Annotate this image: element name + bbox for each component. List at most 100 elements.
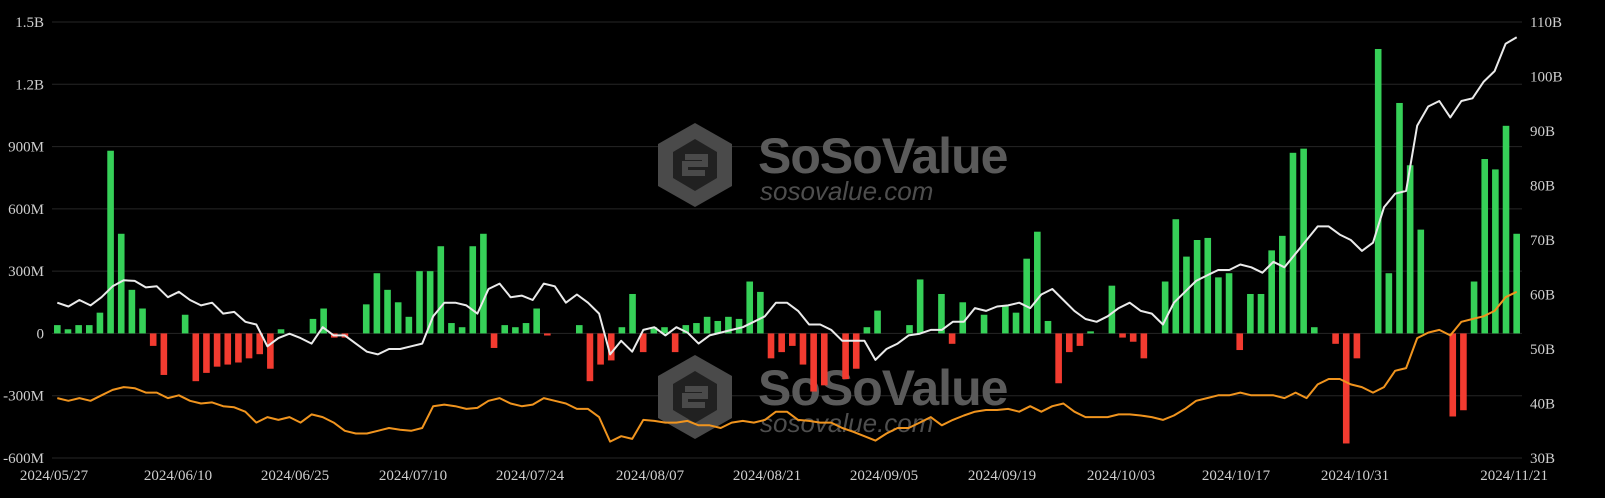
flow-bar bbox=[54, 325, 61, 334]
flow-bar bbox=[1076, 333, 1084, 346]
flow-bar bbox=[405, 316, 413, 334]
flow-bar bbox=[1183, 256, 1190, 334]
x-tick-label: 2024/08/21 bbox=[733, 468, 801, 484]
flow-bar bbox=[1161, 281, 1169, 334]
flow-bar bbox=[1065, 333, 1073, 353]
flow-bar bbox=[64, 329, 72, 334]
flow-bar bbox=[629, 293, 636, 334]
flow-bar bbox=[160, 333, 168, 375]
flow-bar bbox=[501, 325, 509, 334]
flow-bar bbox=[820, 333, 828, 386]
flow-bar bbox=[597, 333, 604, 365]
flow-bar bbox=[128, 289, 136, 334]
flow-bar bbox=[575, 325, 583, 334]
y-left-tick-label: 600M bbox=[8, 202, 44, 218]
flow-bar bbox=[512, 327, 519, 334]
flow-bar bbox=[1279, 235, 1286, 334]
sosovalue-logo-icon bbox=[658, 355, 732, 439]
watermarks: SoSoValue sosovalue.com SoSoValue sosova… bbox=[658, 123, 1009, 439]
flow-bar bbox=[1342, 333, 1350, 444]
y-right-tick-label: 50B bbox=[1530, 342, 1555, 358]
flow-bar bbox=[810, 333, 817, 392]
flow-bar bbox=[267, 333, 274, 369]
flow-bar bbox=[1055, 333, 1062, 384]
flow-bar bbox=[448, 323, 455, 334]
flow-bar bbox=[639, 333, 647, 353]
flow-bar bbox=[916, 279, 924, 334]
y-axis-right: 30B 40B 50B 60B 70B 80B 90B 100B 110B bbox=[1530, 15, 1563, 467]
y-right-tick-label: 60B bbox=[1530, 288, 1555, 304]
flow-bar bbox=[1023, 258, 1030, 334]
flow-bar bbox=[437, 246, 445, 334]
x-tick-label: 2024/06/10 bbox=[144, 468, 212, 484]
flow-bar bbox=[1108, 285, 1116, 334]
y-right-tick-label: 40B bbox=[1530, 397, 1555, 413]
flow-bar bbox=[1172, 219, 1180, 334]
flow-bar bbox=[1247, 293, 1254, 334]
flow-bar bbox=[1385, 273, 1393, 334]
x-tick-label: 2024/06/25 bbox=[261, 468, 329, 484]
flow-bar bbox=[373, 273, 381, 334]
flow-bar bbox=[1300, 148, 1307, 334]
flow-bar bbox=[384, 289, 391, 334]
flow-bar bbox=[757, 291, 764, 334]
flow-bar bbox=[1119, 333, 1126, 338]
y-left-tick-label: 1.5B bbox=[15, 15, 44, 31]
x-tick-label: 2024/08/07 bbox=[616, 468, 685, 484]
x-tick-label: 2024/11/21 bbox=[1480, 468, 1548, 484]
series-lines bbox=[56, 36, 1518, 443]
x-tick-label: 2024/05/27 bbox=[20, 468, 89, 484]
flow-bar bbox=[85, 325, 93, 334]
flow-bar bbox=[1215, 277, 1222, 334]
y-left-tick-label: -600M bbox=[3, 451, 44, 467]
flow-bar bbox=[1396, 102, 1403, 334]
flow-bar bbox=[320, 308, 327, 334]
flow-bar bbox=[1012, 312, 1020, 334]
flow-bar bbox=[522, 323, 530, 334]
flow-bar bbox=[938, 293, 945, 334]
x-tick-label: 2024/09/05 bbox=[850, 468, 918, 484]
flow-bar bbox=[746, 281, 754, 334]
y-left-tick-label: 900M bbox=[8, 140, 44, 156]
flow-bar bbox=[661, 327, 668, 334]
watermark-brand: SoSoValue bbox=[758, 360, 1008, 416]
y-right-tick-label: 30B bbox=[1530, 451, 1555, 467]
flow-bar bbox=[1460, 333, 1467, 411]
flow-bar bbox=[1268, 250, 1275, 334]
flow-bar bbox=[1513, 233, 1520, 334]
flow-bar bbox=[1310, 327, 1318, 334]
flow-bar bbox=[309, 318, 317, 334]
watermark-brand: SoSoValue bbox=[758, 128, 1008, 184]
flow-bar bbox=[213, 333, 221, 367]
x-tick-label: 2024/07/24 bbox=[496, 468, 565, 484]
flow-bar bbox=[75, 325, 82, 334]
flow-bar bbox=[1470, 281, 1478, 334]
flow-bar bbox=[1257, 293, 1265, 334]
x-tick-label: 2024/10/17 bbox=[1202, 468, 1271, 484]
flow-bar bbox=[650, 327, 658, 334]
flow-bar bbox=[1140, 333, 1148, 359]
flow-bar bbox=[1406, 165, 1414, 334]
gridlines bbox=[52, 21, 1522, 459]
flow-bar bbox=[1374, 48, 1382, 334]
y-right-tick-label: 90B bbox=[1530, 124, 1555, 140]
flow-bar bbox=[117, 233, 125, 334]
flow-bar bbox=[490, 333, 498, 348]
flow-bar bbox=[1353, 333, 1361, 359]
flow-bar bbox=[693, 323, 700, 334]
flow-bar bbox=[96, 312, 104, 334]
flow-bar bbox=[703, 316, 711, 334]
flow-bar bbox=[469, 246, 477, 334]
flow-bar bbox=[1002, 306, 1009, 334]
flow-bar bbox=[1129, 333, 1137, 342]
flow-bar bbox=[480, 233, 487, 334]
flow-bar bbox=[203, 333, 210, 373]
flow-bar bbox=[948, 333, 956, 344]
flow-bar bbox=[181, 314, 189, 334]
flow-bar bbox=[1289, 152, 1297, 334]
y-right-tick-label: 110B bbox=[1530, 15, 1562, 31]
flow-bar bbox=[224, 333, 232, 365]
flow-bar bbox=[1204, 237, 1212, 334]
flow-bar bbox=[362, 304, 370, 334]
